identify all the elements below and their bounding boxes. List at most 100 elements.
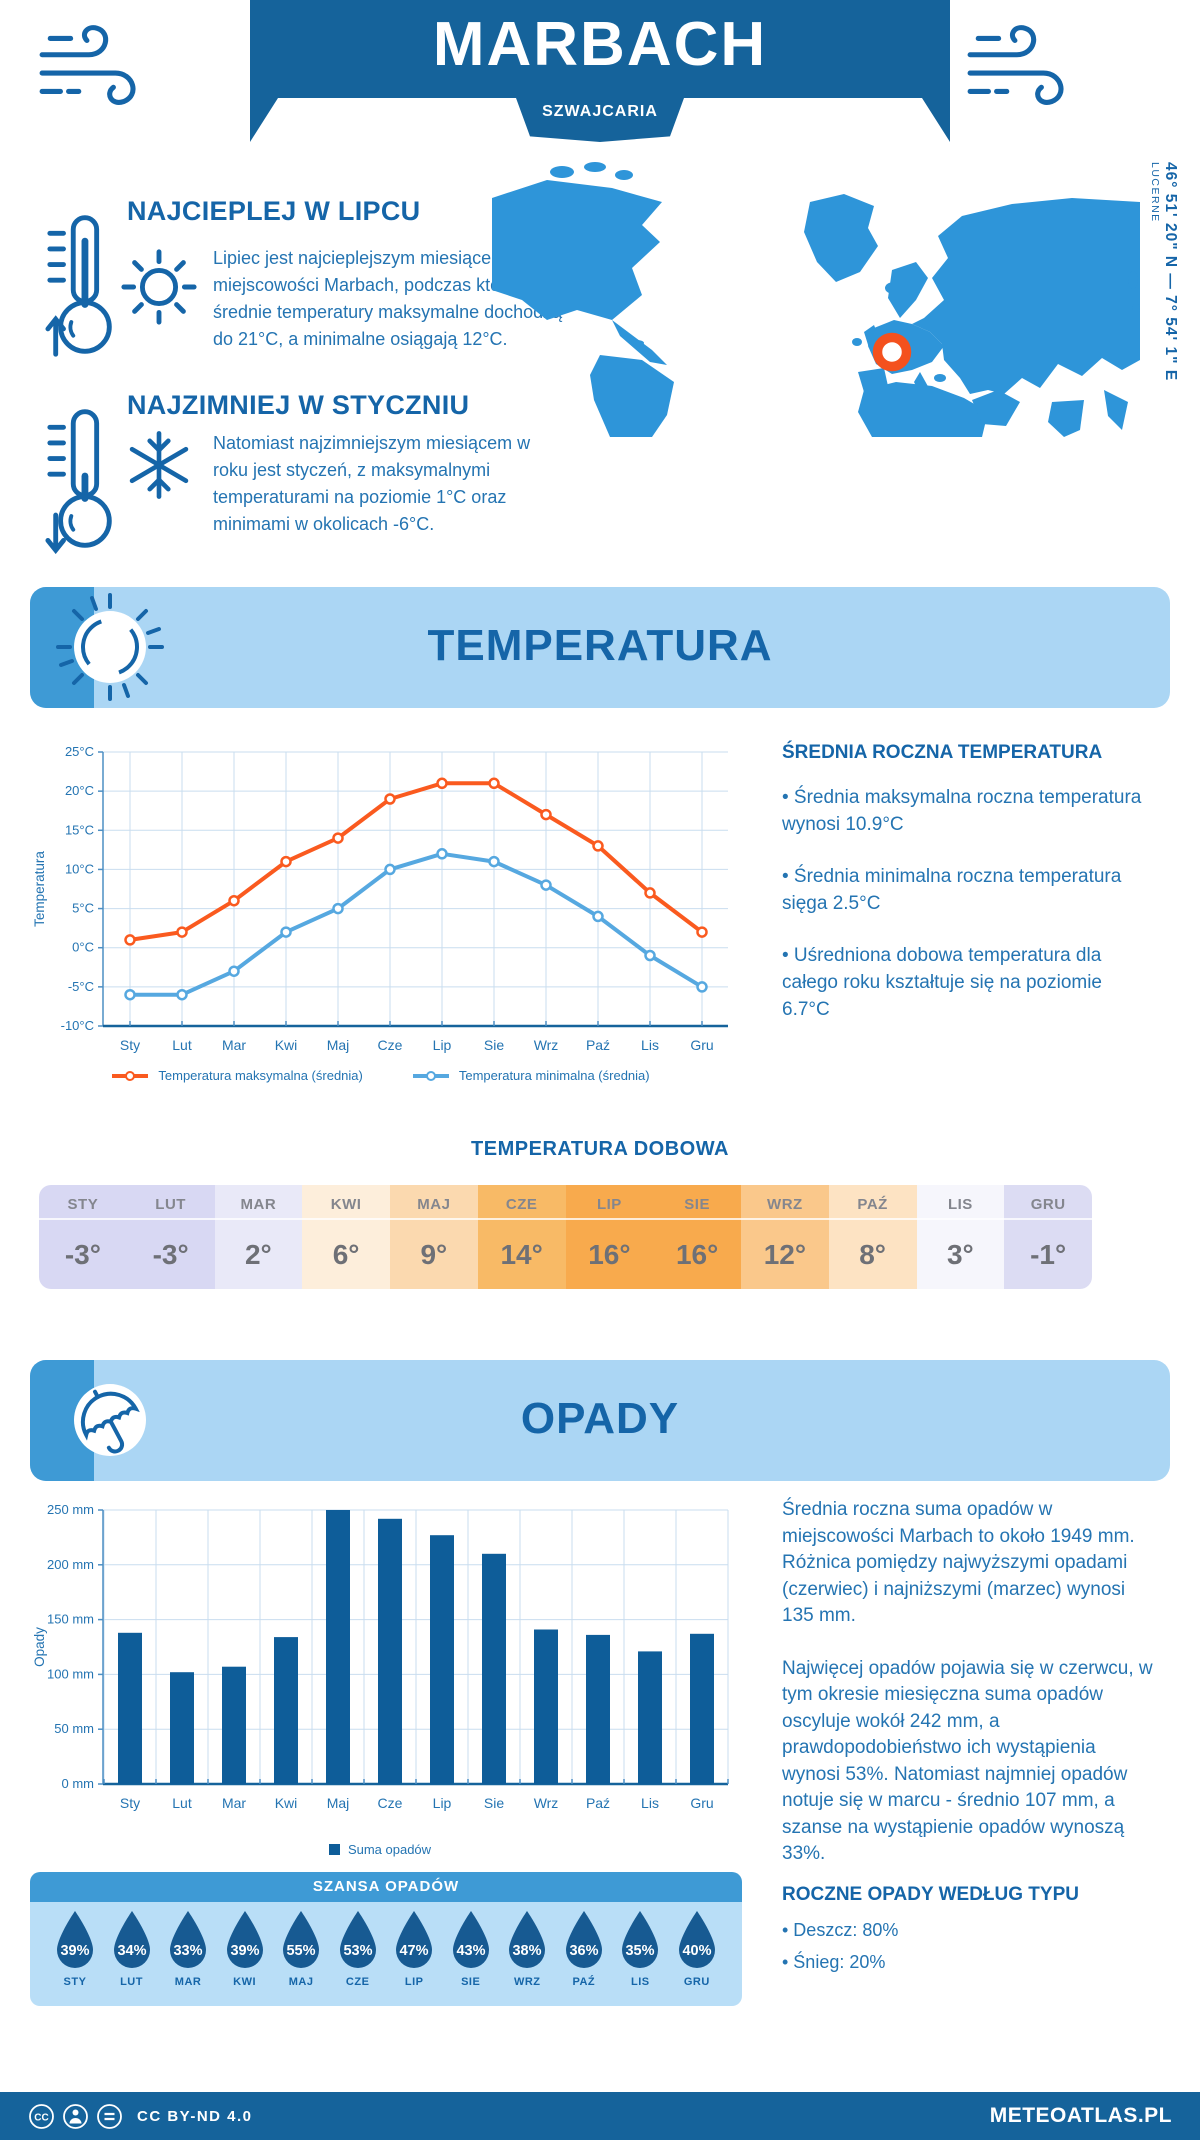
temperature-banner-title: TEMPERATURA	[427, 621, 773, 670]
rain-drop-month: KWI	[233, 1976, 257, 1988]
month-cell: MAJ 9°	[390, 1185, 478, 1289]
svg-text:250 mm: 250 mm	[47, 1502, 94, 1517]
svg-text:Paź: Paź	[586, 1037, 610, 1053]
footer: CC CC BY-ND 4.0 METEOATLAS.PL	[0, 2092, 1200, 2140]
water-drop-icon: 55%	[283, 1911, 320, 1968]
month-value: 6°	[332, 1238, 360, 1270]
precipitation-banner-title: OPADY	[520, 1394, 680, 1443]
month-cell: STY -3°	[39, 1185, 127, 1289]
month-value: -3°	[64, 1238, 101, 1270]
water-drop-icon: 53%	[339, 1911, 376, 1968]
month-value: 2°	[244, 1238, 272, 1270]
water-drop-icon: 39%	[226, 1911, 263, 1968]
month-label: WRZ	[767, 1196, 803, 1213]
svg-text:20°C: 20°C	[65, 783, 94, 798]
rain-drop: 53% CZE	[333, 1910, 383, 2006]
water-drop-icon: 40%	[678, 1911, 715, 1968]
svg-text:-5°C: -5°C	[68, 979, 94, 994]
legend-item: Temperatura minimalna (średnia)	[411, 1068, 650, 1083]
temperature-legend: Temperatura maksymalna (średnia) Temperat…	[30, 1068, 730, 1083]
cell-divider	[390, 1218, 478, 1220]
legend-item: Temperatura maksymalna (średnia)	[110, 1068, 363, 1083]
svg-text:Paź: Paź	[586, 1795, 610, 1811]
rain-chance-section: SZANSA OPADÓW 39% STY 34% LUT 33% MAR	[30, 1872, 742, 2006]
rain-drop-month: CZE	[345, 1976, 370, 1988]
svg-text:Maj: Maj	[327, 1795, 350, 1811]
rain-drop-percent: 39%	[230, 1943, 259, 1959]
rain-chance-title: SZANSA OPADÓW	[30, 1872, 742, 1902]
header-corner-left	[0, 0, 250, 142]
rain-drop-percent: 38%	[513, 1943, 542, 1959]
svg-text:Opady: Opady	[32, 1627, 47, 1667]
svg-text:Temperatura: Temperatura	[32, 851, 47, 927]
svg-text:15°C: 15°C	[65, 822, 94, 837]
summary-bullet: • Średnia minimalna roczna temperatura s…	[782, 866, 1122, 914]
cold-text: Natomiast najzimniejszym miesiącem w rok…	[213, 433, 531, 534]
world-map	[492, 150, 1140, 442]
precipitation-type-title: ROCZNE OPADY WEDŁUG TYPU	[782, 1884, 1079, 1905]
month-label: GRU	[1030, 1196, 1066, 1213]
rain-drop: 34% LUT	[107, 1910, 157, 2006]
precipitation-text: Średnia roczna suma opadów w miejscowośc…	[782, 1497, 1154, 1894]
svg-text:150 mm: 150 mm	[47, 1612, 94, 1627]
rain-drop-percent: 33%	[174, 1943, 203, 1959]
svg-text:Lip: Lip	[433, 1037, 452, 1053]
month-value: 14°	[500, 1238, 543, 1270]
svg-text:200 mm: 200 mm	[47, 1557, 94, 1572]
cell-divider	[741, 1218, 829, 1220]
water-drop-icon: 35%	[622, 1911, 659, 1968]
svg-text:Kwi: Kwi	[275, 1795, 298, 1811]
rain-drop-percent: 36%	[569, 1943, 598, 1959]
rain-chance-row: 39% STY 34% LUT 33% MAR 39% KWI	[30, 1902, 742, 2006]
cell-divider	[302, 1218, 390, 1220]
month-label: MAR	[240, 1196, 277, 1213]
month-cell: SIE 16°	[653, 1185, 741, 1289]
rain-drop-percent: 47%	[400, 1943, 429, 1959]
daily-temperature-table: STY -3° LUT -3° MAR 2° KWI 6° MAJ 9° CZE…	[39, 1185, 1092, 1289]
month-label: CZE	[505, 1196, 538, 1213]
water-drop-icon: 38%	[509, 1911, 546, 1968]
month-label: LIS	[947, 1196, 973, 1213]
license-label: CC BY-ND 4.0	[137, 2107, 253, 2125]
svg-text:CC: CC	[34, 2112, 48, 2123]
month-label: LIP	[596, 1196, 622, 1213]
svg-text:Lis: Lis	[641, 1037, 659, 1053]
rain-drop-percent: 55%	[287, 1943, 316, 1959]
rain-drop-percent: 34%	[117, 1943, 146, 1959]
svg-text:Gru: Gru	[690, 1795, 713, 1811]
rain-drop-month: STY	[63, 1976, 87, 1988]
svg-text:Mar: Mar	[222, 1037, 246, 1053]
rain-drop-percent: 53%	[343, 1943, 372, 1959]
temperature-banner: TEMPERATURA	[30, 587, 1170, 708]
cell-divider	[653, 1218, 741, 1220]
wind-icon	[36, 20, 148, 123]
rain-drop-month: MAJ	[288, 1976, 314, 1988]
water-drop-icon: 36%	[565, 1911, 602, 1968]
rain-drop-month: LUT	[120, 1976, 143, 1988]
water-drop-icon: 43%	[452, 1911, 489, 1968]
sun-icon	[118, 246, 200, 333]
svg-text:0 mm: 0 mm	[62, 1776, 95, 1791]
month-cell: KWI 6°	[302, 1185, 390, 1289]
month-cell: GRU -1°	[1004, 1185, 1092, 1289]
svg-text:50 mm: 50 mm	[54, 1721, 94, 1736]
svg-text:Mar: Mar	[222, 1795, 246, 1811]
region-label: LUCERNE	[1149, 162, 1161, 223]
precipitation-paragraph: Średnia roczna suma opadów w miejscowośc…	[782, 1499, 1135, 1626]
rain-drop-percent: 35%	[626, 1943, 655, 1959]
rain-drop: 39% KWI	[220, 1910, 270, 2006]
rain-drop-month: MAR	[174, 1976, 202, 1988]
svg-text:Lip: Lip	[433, 1795, 452, 1811]
cell-divider	[126, 1218, 215, 1220]
rain-drop-percent: 43%	[456, 1943, 485, 1959]
page-subtitle: SZWAJCARIA	[542, 103, 658, 120]
cc-icons: CC	[28, 2103, 123, 2130]
water-drop-icon: 34%	[113, 1911, 150, 1968]
rain-drop: 36% PAŹ	[559, 1910, 609, 2006]
location-marker	[872, 332, 912, 372]
rain-drop: 33% MAR	[163, 1910, 213, 2006]
umbrella-banner-icon	[50, 1360, 171, 1481]
month-value: 16°	[588, 1238, 631, 1270]
svg-text:Cze: Cze	[378, 1037, 403, 1053]
